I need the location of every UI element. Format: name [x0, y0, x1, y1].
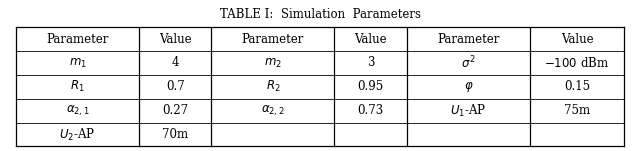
Text: Parameter: Parameter [46, 33, 109, 46]
Text: 0.27: 0.27 [162, 104, 188, 117]
Text: Value: Value [159, 33, 191, 46]
Text: 0.73: 0.73 [358, 104, 384, 117]
Text: $\varphi$: $\varphi$ [463, 80, 473, 94]
Text: 0.95: 0.95 [358, 80, 384, 93]
Text: Value: Value [355, 33, 387, 46]
Text: Value: Value [561, 33, 593, 46]
Text: 70m: 70m [162, 128, 188, 141]
Text: $-100$ dBm: $-100$ dBm [545, 56, 609, 70]
Text: $R_2$: $R_2$ [266, 79, 280, 94]
Text: 0.7: 0.7 [166, 80, 184, 93]
Text: 75m: 75m [564, 104, 590, 117]
Text: 4: 4 [172, 56, 179, 69]
Text: $\sigma^2$: $\sigma^2$ [461, 55, 476, 71]
Text: $U_2$-AP: $U_2$-AP [60, 127, 95, 143]
Text: $m_1$: $m_1$ [68, 56, 86, 69]
Text: Parameter: Parameter [242, 33, 304, 46]
Text: 3: 3 [367, 56, 374, 69]
Text: $R_1$: $R_1$ [70, 79, 85, 94]
Text: $U_1$-AP: $U_1$-AP [451, 103, 486, 119]
Text: $m_2$: $m_2$ [264, 56, 282, 69]
Text: $\alpha_{2,2}$: $\alpha_{2,2}$ [261, 103, 285, 118]
Text: Parameter: Parameter [437, 33, 500, 46]
Text: $\alpha_{2,1}$: $\alpha_{2,1}$ [66, 103, 90, 118]
Text: TABLE I:  Simulation  Parameters: TABLE I: Simulation Parameters [220, 8, 420, 21]
Text: 0.15: 0.15 [564, 80, 590, 93]
